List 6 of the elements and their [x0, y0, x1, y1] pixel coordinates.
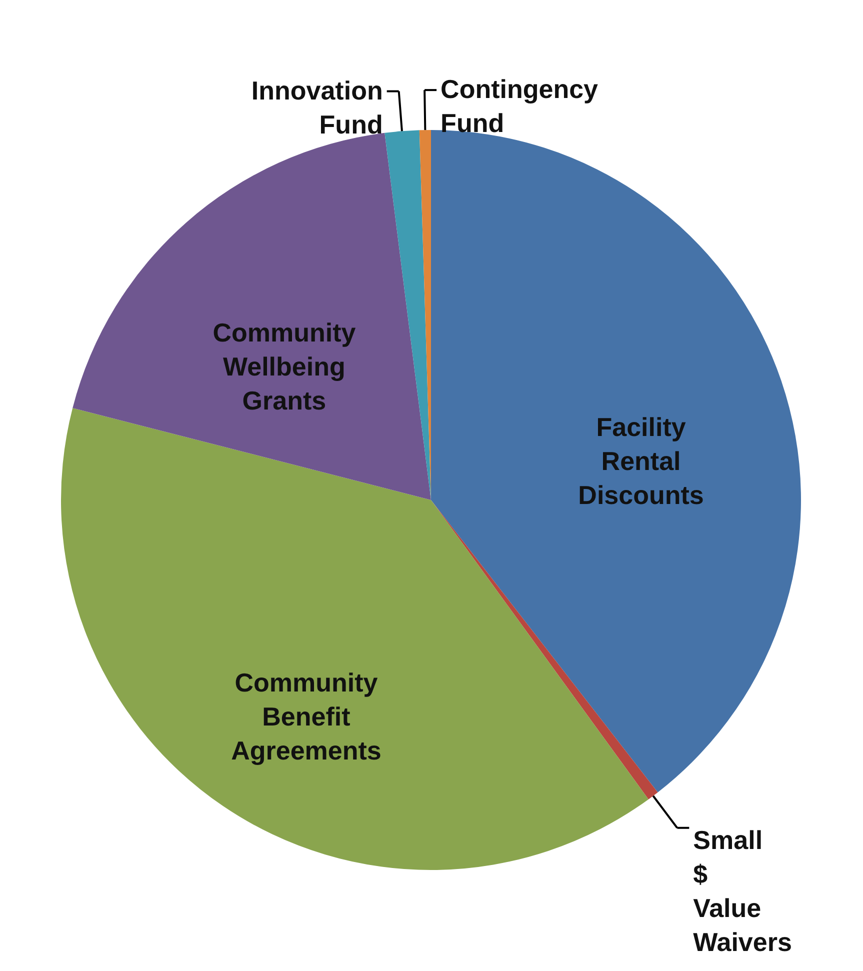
slice-label: Small $ Value Waivers: [693, 824, 792, 957]
slice-label: Innovation Fund: [251, 75, 383, 140]
slice-label: Facility Rental Discounts: [578, 412, 704, 510]
slice-label: Community Wellbeing Grants: [212, 317, 356, 416]
slice-label: Contingency Fund: [440, 74, 599, 138]
slice-label: Community Benefit Agreements: [231, 668, 382, 766]
